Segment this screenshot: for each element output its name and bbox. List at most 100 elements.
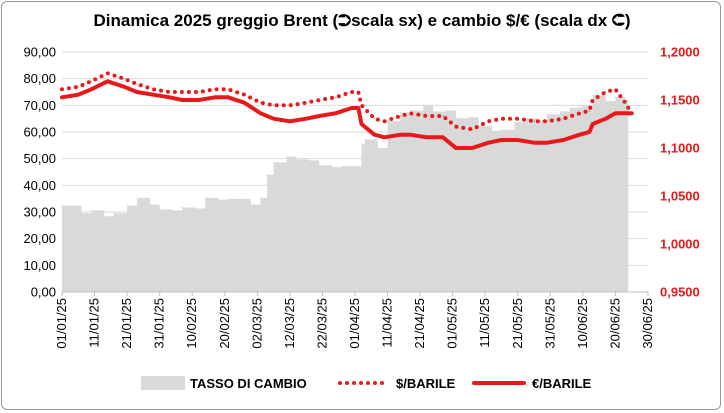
eur-per-barrel-point [455,147,457,149]
chart-title: Dinamica 2025 greggio Brent (⮊scala sx) … [93,11,631,30]
exchange-rate-point [260,197,262,199]
usd-per-barrel-point [107,72,109,74]
usd-per-barrel-point [426,115,428,117]
y-right-tick-label: 1,1500 [660,93,700,108]
x-tick-label: 31/01/25 [152,298,167,349]
eur-per-barrel-point [152,94,154,96]
eur-per-barrel-point [168,96,170,98]
eur-per-barrel-point [227,96,229,98]
usd-per-barrel-point [214,88,216,90]
exchange-rate-point [400,111,402,114]
exchange-rate-point [273,161,275,163]
eur-per-barrel-point [579,134,581,136]
eur-per-barrel-point [471,147,473,149]
exchange-rate-point [360,143,363,145]
exchange-rate-point [295,158,297,161]
eur-per-barrel-point [501,139,502,141]
eur-per-barrel-point [546,142,548,144]
eur-per-barrel-point [383,136,385,138]
y-right-tick-label: 1,0000 [660,237,700,252]
y-left-tick-label: 30,00 [23,205,56,220]
x-tick-label: 22/03/25 [314,298,329,349]
usd-per-barrel-line [60,71,634,132]
usd-per-barrel-point [605,91,607,93]
x-tick-label: 20/06/25 [607,298,622,349]
usd-per-barrel-point [289,104,291,106]
legend-swatch-area [141,376,185,390]
eur-per-barrel-point [351,107,353,109]
usd-per-barrel-point [501,118,502,120]
usd-per-barrel-point [182,91,183,93]
usd-per-barrel-point [400,115,402,117]
eur-per-barrel-point [357,107,359,109]
usd-per-barrel-point [471,128,473,130]
y-left-tick-label: 60,00 [23,125,56,140]
eur-per-barrel-point [624,112,626,114]
exchange-rate-point [377,147,379,149]
usd-per-barrel-point [374,118,375,120]
usd-per-barrel-point [624,102,626,104]
exchange-rate-point [354,165,356,167]
exchange-rate-point [341,165,343,167]
exchange-rate-point [500,129,503,131]
usd-per-barrel-point [90,80,92,82]
eur-per-barrel-point [361,123,362,125]
eur-per-barrel-point [400,134,402,136]
x-tick-label: 01/04/25 [347,298,362,349]
usd-per-barrel-point [227,88,229,90]
x-tick-label: 11/04/25 [380,298,395,348]
exchange-rate-point [409,110,411,112]
exchange-rate-point [468,116,470,118]
x-tick-label: 30/06/25 [640,298,655,349]
usd-per-barrel-point [273,104,275,106]
y-left-tick-label: 50,00 [23,151,56,166]
exchange-rate-point [240,198,242,200]
series-lines [60,71,634,150]
usd-per-barrel-point [592,99,594,101]
eur-per-barrel-point [214,96,216,98]
y-right-tick-label: 1,0500 [660,189,700,204]
x-tick-label: 10/06/25 [575,298,590,349]
usd-per-barrel-point [136,83,138,85]
eur-per-barrel-point [198,99,200,101]
y-left-tick-label: 0,00 [31,285,56,300]
eur-per-barrel-point [592,123,594,125]
eur-per-barrel-point [243,102,245,104]
eur-per-barrel-point [614,112,616,114]
exchange-rate-point [90,209,92,211]
legend-label: TASSO DI CAMBIO [190,376,307,391]
usd-per-barrel-point [409,112,411,114]
exchange-rate-point [126,205,128,207]
exchange-rate-point [569,107,571,109]
x-tick-label: 01/01/25 [54,298,69,349]
exchange-rate-area [61,94,629,292]
eur-per-barrel-point [562,139,564,141]
exchange-rate-point [61,205,63,207]
eur-per-barrel-point [123,86,125,88]
exchange-rate-point [331,166,333,168]
eur-per-barrel-point [61,96,63,98]
exchange-rate-point [286,156,288,158]
usd-per-barrel-point [123,78,125,80]
usd-per-barrel-point [318,99,320,101]
usd-per-barrel-point [61,88,63,90]
eur-per-barrel-point [318,115,320,117]
eur-per-barrel-point [631,112,633,114]
exchange-rate-point [614,96,617,98]
legend-label: $/BARILE [396,376,456,391]
y-left-tick-label: 90,00 [23,45,56,60]
exchange-rate-point [432,110,434,113]
exchange-rate-point [266,174,268,176]
exchange-rate-point [592,94,594,96]
usd-per-barrel-point [260,102,262,104]
usd-per-barrel-point [305,102,307,104]
usd-per-barrel-point [614,88,616,90]
eur-per-barrel-point [409,134,411,136]
exchange-rate-point [159,208,161,210]
usd-per-barrel-point [562,118,564,120]
y-left-tick-label: 80,00 [23,71,56,86]
y-left-tick-label: 40,00 [23,178,56,193]
exchange-rate-point [445,110,447,112]
x-tick-label: 21/04/25 [412,298,427,349]
